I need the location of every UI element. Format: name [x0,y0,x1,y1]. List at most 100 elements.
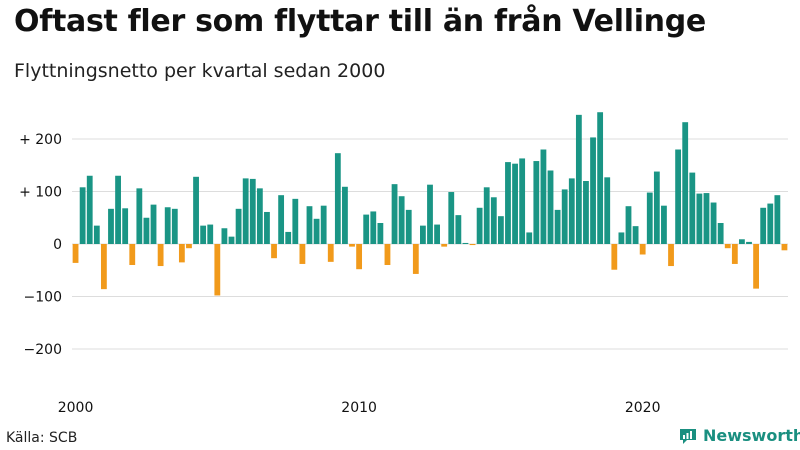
y-axis-ticks: + 200 + 100 0 −100 −200 [19,132,62,358]
bar [469,244,476,246]
bar [129,244,136,265]
x-axis-ticks: 2000 2010 2020 [58,400,661,416]
bar [320,205,327,244]
bar [299,244,306,264]
bar [781,244,788,251]
bar [242,178,249,245]
bar [717,223,724,244]
bar [349,244,355,247]
bar [611,244,618,270]
bar [512,163,518,244]
chart-subtitle: Flyttningsnetto per kvartal sedan 2000 [14,60,386,82]
bar [625,206,632,244]
y-tick-label: −200 [24,342,62,358]
bar [441,244,448,247]
bar [115,175,121,244]
bar [561,189,568,244]
bar [462,242,469,244]
bar [221,228,228,244]
x-tick-label: 2000 [58,400,94,416]
bar [193,176,199,244]
bar [264,211,270,244]
bar [575,114,582,244]
bar [93,225,100,245]
bar [583,181,589,244]
bar [604,177,611,244]
bar [703,193,710,244]
bar [200,225,207,245]
y-tick-label: + 100 [19,185,62,201]
bar [661,205,667,244]
bar [476,207,483,244]
bar [689,172,696,244]
bar [327,244,334,262]
bar [306,206,313,244]
source-note: Källa: SCB [6,430,78,446]
bar [427,184,433,244]
bar [214,244,221,296]
chart-title: Oftast fler som flyttar till än från Vel… [14,4,706,39]
bar [384,244,391,265]
bar [136,188,143,244]
bar [108,208,114,244]
bar [554,209,561,245]
bar [682,122,689,244]
bar [639,244,646,255]
bar [412,244,419,274]
bar [448,192,455,244]
bar [398,196,405,244]
bar [249,178,256,244]
bar [632,226,639,244]
bar [540,149,547,244]
bar [79,187,86,244]
bar [668,244,674,267]
bar [235,208,242,244]
bar [710,202,717,244]
bar [675,149,682,244]
bar [370,211,377,244]
bar [363,214,370,244]
bar [391,184,398,244]
bar [753,244,759,289]
bar [653,171,660,244]
bar [455,215,462,245]
y-tick-label: −100 [24,290,62,306]
bar [590,137,596,244]
bar [568,178,575,245]
brand-name: Newsworthy [703,426,800,445]
bar [434,224,440,244]
brand-logo: Newsworthy [679,426,800,445]
bar [731,244,738,264]
bar [356,244,363,270]
bars [72,112,788,296]
bar [334,153,341,244]
bar [519,158,526,244]
bar [597,112,604,244]
bar [483,187,490,244]
bar [724,244,731,249]
bar [256,188,263,244]
bar [122,208,129,244]
bar [505,162,511,244]
bar [774,195,781,244]
bar [767,203,774,244]
bar [746,241,752,244]
bar [377,223,384,244]
bar [342,186,348,244]
bar [164,207,171,244]
bar [86,175,93,244]
bar [313,218,320,244]
bar [292,198,299,244]
bar [150,204,157,245]
bar [618,232,625,244]
bar [278,195,285,244]
bar [100,244,107,290]
bar [186,244,192,249]
bar [157,244,164,267]
bar [171,208,178,244]
y-tick-label: 0 [53,237,62,253]
bar [760,207,767,244]
bar [72,244,79,263]
bar [533,161,540,244]
